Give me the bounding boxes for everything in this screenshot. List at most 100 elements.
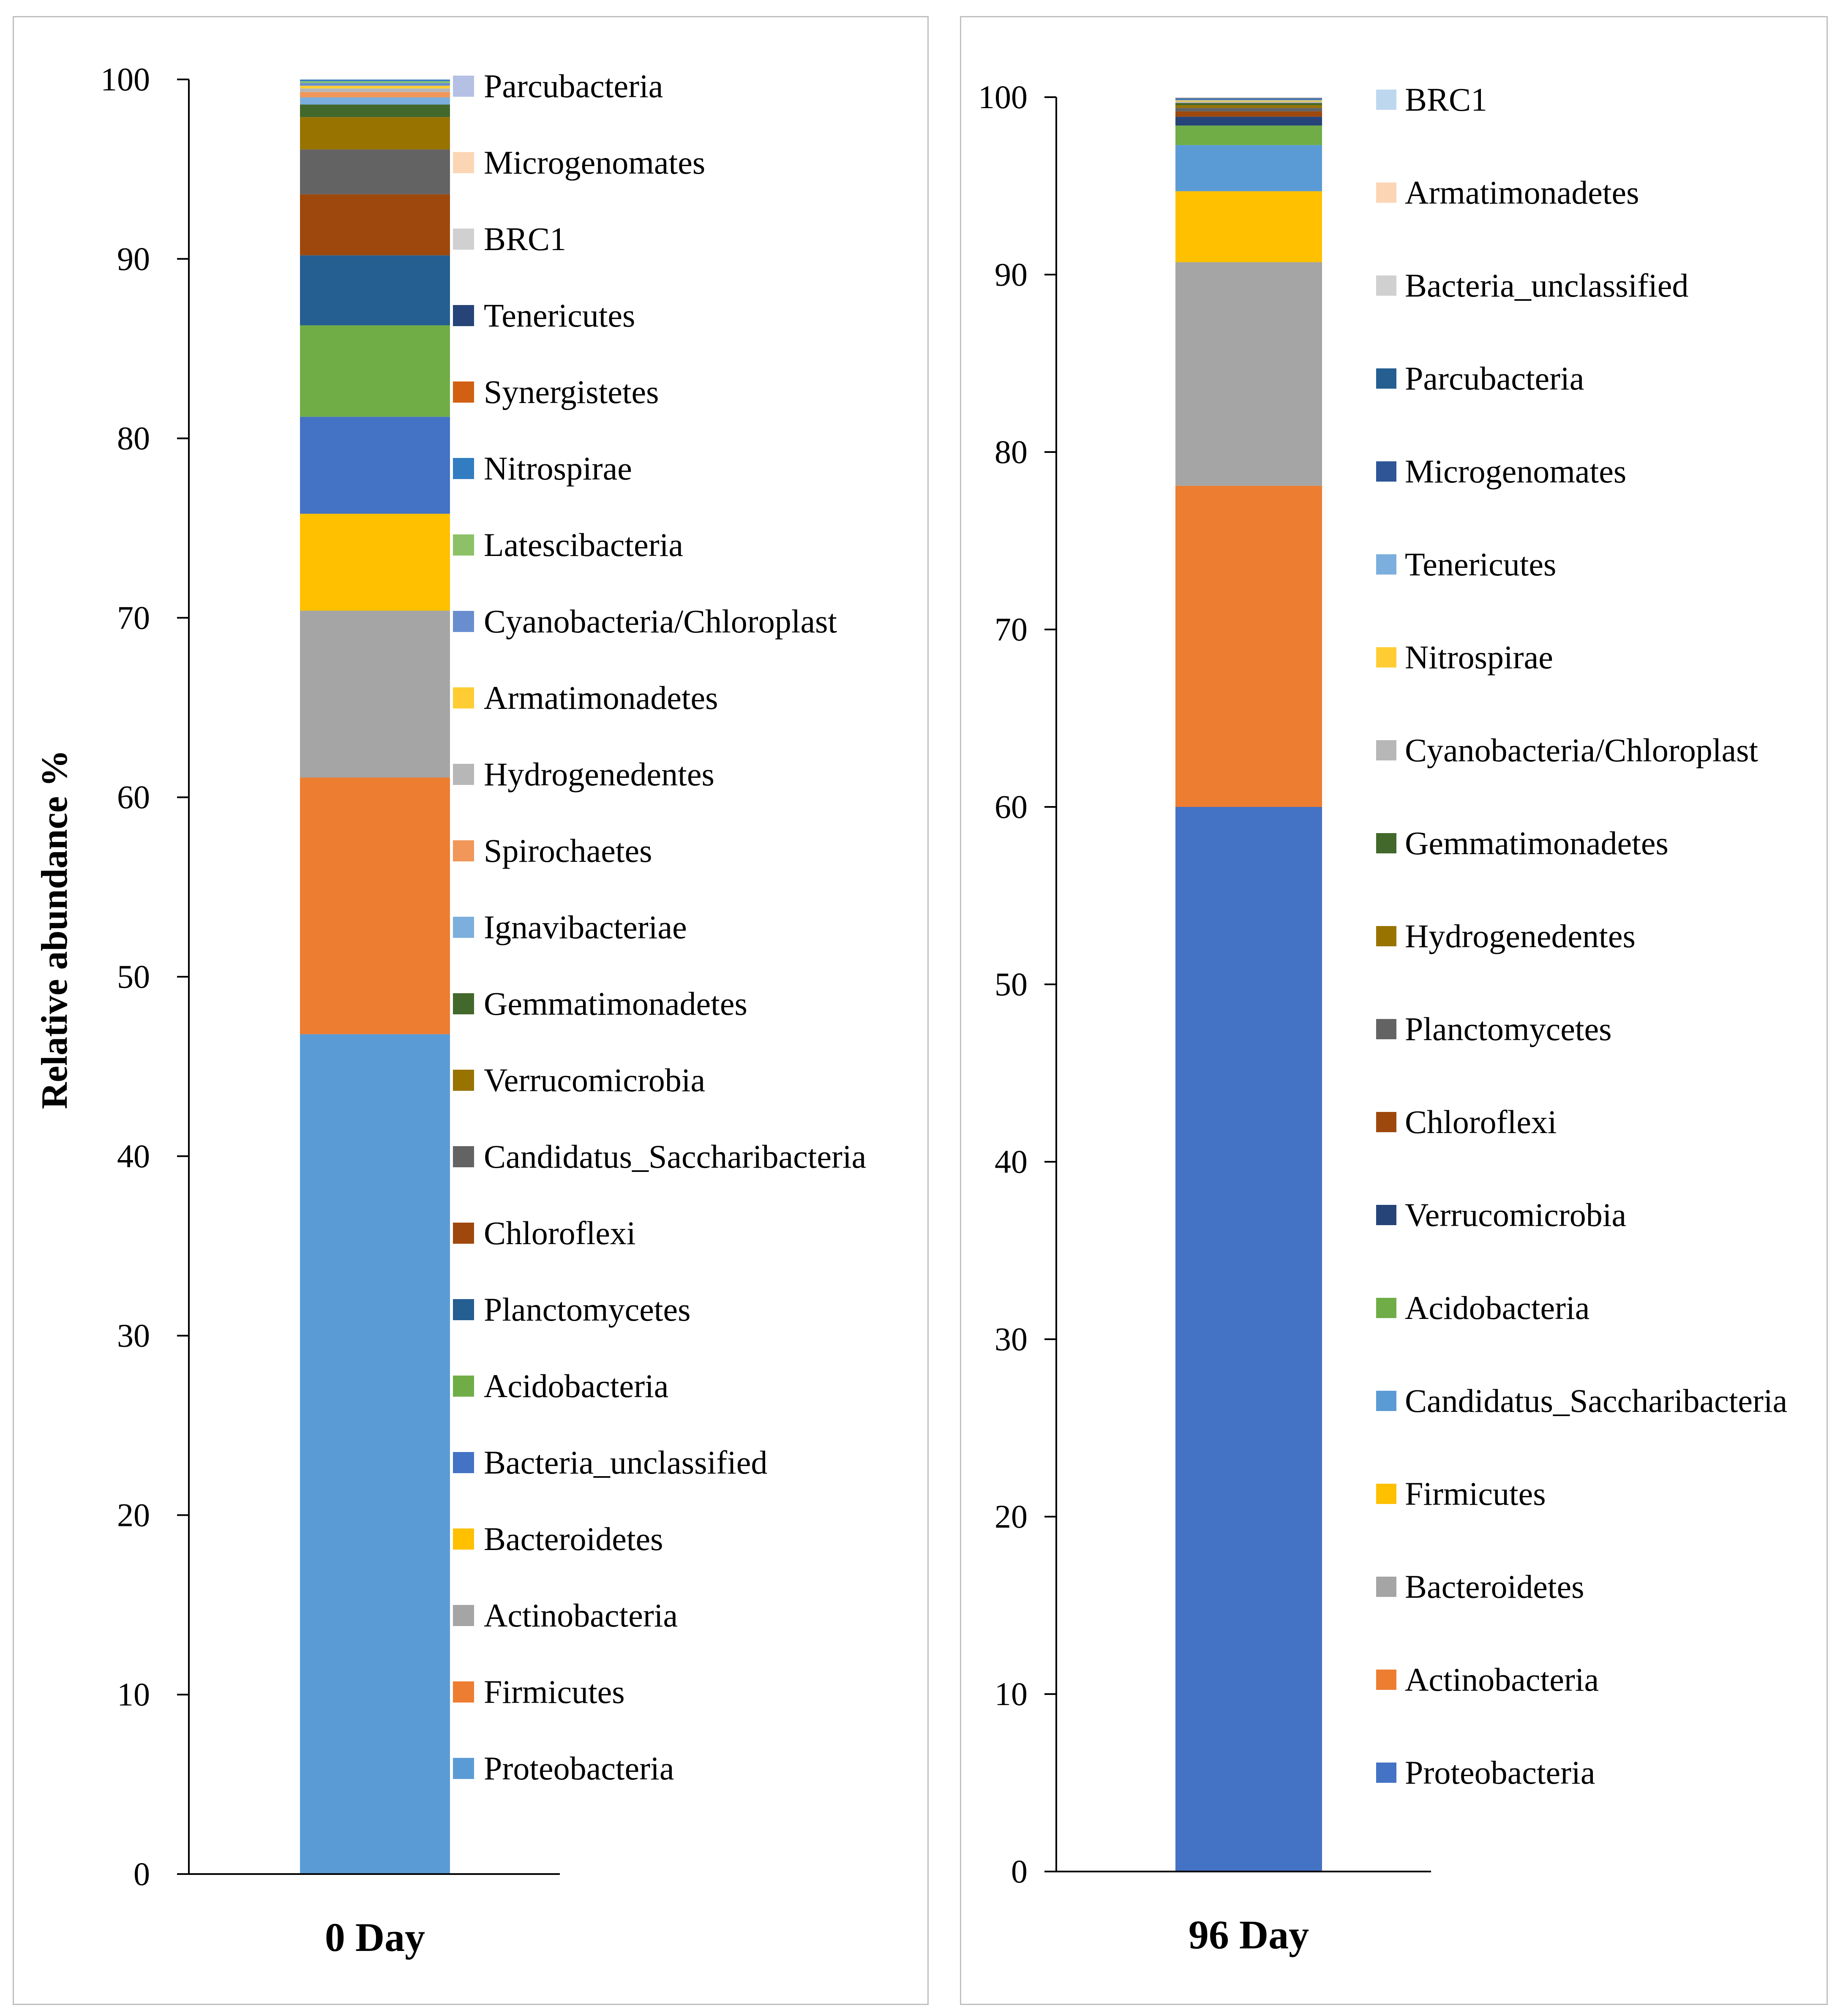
legend-swatch-0-12 — [453, 993, 474, 1014]
legend-label-0-20: Actinobacteria — [484, 1597, 678, 1634]
legend-label-0-3: Tenericutes — [484, 297, 635, 334]
bar-segment-0-3 — [300, 514, 450, 611]
bar-segment-1-13 — [1175, 99, 1322, 101]
legend-label-0-4: Synergistetes — [484, 373, 659, 410]
bar-segment-0-17 — [300, 79, 450, 82]
y-tick-label-1-0: 0 — [1011, 1853, 1028, 1890]
y-tick-label-1-5: 50 — [995, 966, 1028, 1003]
legend-swatch-0-17 — [453, 1376, 474, 1397]
legend-swatch-0-18 — [453, 1452, 474, 1473]
y-tick-label-1-8: 80 — [995, 433, 1028, 470]
legend-label-1-1: Armatimonadetes — [1405, 174, 1639, 211]
legend-label-0-6: Latescibacteria — [484, 526, 683, 563]
legend-swatch-1-5 — [1376, 554, 1396, 575]
legend-label-0-14: Candidatus_Saccharibacteria — [484, 1138, 866, 1175]
y-tick-label-0-3: 30 — [117, 1317, 150, 1354]
y-tick-label-1-4: 40 — [995, 1143, 1028, 1180]
y-tick-label-0-10: 100 — [101, 61, 150, 98]
bar-segment-1-4 — [1175, 145, 1322, 191]
legend-swatch-1-16 — [1376, 1577, 1396, 1597]
legend-label-0-10: Spirochaetes — [484, 832, 652, 869]
legend-label-1-18: Proteobacteria — [1405, 1754, 1595, 1791]
legend-label-0-7: Cyanobacteria/Chloroplast — [484, 603, 837, 640]
legend-label-1-10: Planctomycetes — [1405, 1011, 1612, 1047]
legend-swatch-1-0 — [1376, 90, 1396, 110]
legend-label-0-16: Planctomycetes — [484, 1291, 691, 1328]
y-axis-title-0: Relative abundance % — [34, 750, 75, 1109]
bar-segment-1-9 — [1175, 105, 1322, 108]
legend-swatch-1-3 — [1376, 368, 1396, 389]
bar-segment-0-12 — [300, 92, 450, 98]
legend-label-1-9: Hydrogenedentes — [1405, 918, 1636, 954]
legend-label-0-0: Parcubacteria — [484, 68, 663, 104]
y-tick-label-1-10: 100 — [978, 79, 1028, 115]
legend-swatch-1-14 — [1376, 1391, 1396, 1411]
y-tick-label-0-0: 0 — [134, 1855, 150, 1892]
bar-segment-0-4 — [300, 417, 450, 514]
legend-label-1-17: Actinobacteria — [1405, 1661, 1599, 1698]
bar-segment-0-13 — [300, 88, 450, 92]
legend-label-0-2: BRC1 — [484, 221, 566, 257]
bar-segment-0-5 — [300, 325, 450, 417]
bar-segment-1-18 — [1175, 97, 1322, 98]
legend-swatch-1-17 — [1376, 1670, 1396, 1690]
legend-label-1-15: Firmicutes — [1405, 1475, 1546, 1512]
legend-swatch-0-7 — [453, 611, 474, 632]
y-tick-label-0-4: 40 — [117, 1138, 150, 1174]
legend-swatch-1-2 — [1376, 275, 1396, 296]
bar-segment-0-9 — [300, 117, 450, 150]
legend-label-0-19: Bacteroidetes — [484, 1520, 663, 1557]
legend-label-0-15: Chloroflexi — [484, 1215, 636, 1251]
bar-segment-1-3 — [1175, 191, 1322, 262]
legend-swatch-0-6 — [453, 534, 474, 556]
legend-label-1-3: Parcubacteria — [1405, 360, 1584, 397]
bar-segment-0-1 — [300, 777, 450, 1034]
bar-segment-0-22 — [300, 79, 450, 80]
y-tick-label-0-2: 20 — [117, 1496, 150, 1533]
legend-swatch-0-11 — [453, 917, 474, 938]
bar-segment-0-14 — [300, 85, 450, 89]
legend-label-0-21: Firmicutes — [484, 1673, 625, 1710]
category-label-0: 0 Day — [325, 1915, 425, 1960]
legend-label-1-2: Bacteria_unclassified — [1405, 267, 1688, 304]
legend-label-0-9: Hydrogenedentes — [484, 756, 714, 793]
bar-segment-0-15 — [300, 83, 450, 86]
legend-swatch-1-9 — [1376, 926, 1396, 946]
legend-label-1-4: Microgenomates — [1405, 453, 1626, 490]
legend-label-0-13: Verrucomicrobia — [484, 1062, 705, 1098]
legend-swatch-0-2 — [453, 229, 474, 250]
y-tick-label-0-1: 10 — [117, 1676, 150, 1713]
y-tick-label-0-5: 50 — [117, 958, 150, 995]
legend-swatch-1-8 — [1376, 833, 1396, 853]
legend-swatch-0-0 — [453, 76, 474, 97]
legend-swatch-0-15 — [453, 1223, 474, 1244]
legend-label-0-18: Bacteria_unclassified — [484, 1444, 767, 1481]
category-label-1: 96 Day — [1189, 1912, 1309, 1957]
y-tick-label-1-7: 70 — [995, 611, 1028, 648]
legend-swatch-1-6 — [1376, 647, 1396, 667]
bar-segment-1-6 — [1175, 117, 1322, 126]
y-tick-label-0-8: 80 — [117, 420, 150, 457]
legend-swatch-1-18 — [1376, 1763, 1396, 1783]
bar-segment-1-7 — [1175, 111, 1322, 117]
legend-label-0-8: Armatimonadetes — [484, 679, 718, 716]
y-tick-label-1-1: 10 — [995, 1675, 1028, 1712]
legend-swatch-0-3 — [453, 305, 474, 326]
legend-swatch-0-21 — [453, 1681, 474, 1703]
legend-label-0-12: Gemmatimonadetes — [484, 985, 747, 1022]
bar-segment-1-15 — [1175, 98, 1322, 99]
legend-swatch-1-12 — [1376, 1205, 1396, 1225]
bar-segment-1-1 — [1175, 485, 1322, 807]
bar-segment-0-10 — [300, 104, 450, 117]
bar-segment-1-12 — [1175, 100, 1322, 102]
legend-label-1-8: Gemmatimonadetes — [1405, 825, 1669, 861]
legend-swatch-0-14 — [453, 1146, 474, 1167]
legend-swatch-1-1 — [1376, 183, 1396, 203]
legend-label-0-5: Nitrospirae — [484, 450, 632, 487]
legend-label-1-16: Bacteroidetes — [1405, 1568, 1584, 1605]
legend-swatch-0-4 — [453, 381, 474, 403]
legend-label-1-0: BRC1 — [1405, 81, 1487, 118]
legend-label-0-11: Ignavibacteriae — [484, 909, 687, 945]
legend-swatch-0-22 — [453, 1758, 474, 1779]
